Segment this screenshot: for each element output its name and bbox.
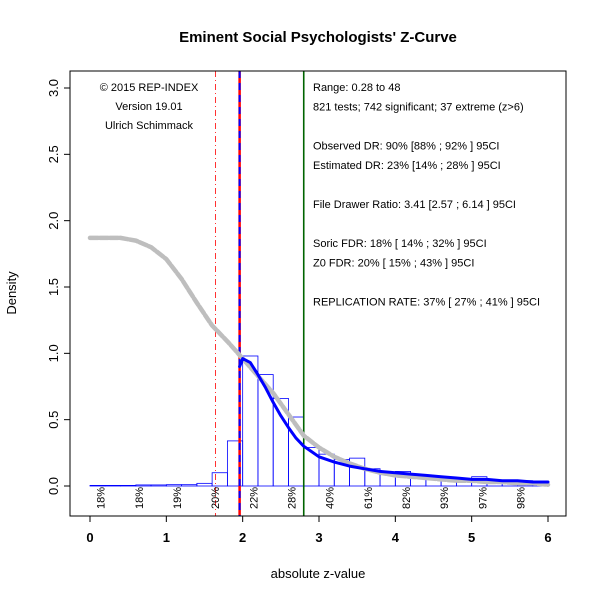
copyright-annotation: © 2015 REP-INDEX <box>100 82 199 94</box>
percent-label: 97% <box>477 487 489 509</box>
percent-label: 20% <box>210 487 222 509</box>
annotation-text: © 2015 REP-INDEX Version 19.01 Ulrich Schi… <box>100 82 540 309</box>
statistics-annotation: Estimated DR: 23% [14% ; 28% ] 95CI <box>313 160 501 172</box>
y-tick-label: 2.0 <box>46 212 61 230</box>
histogram-bar <box>104 484 121 487</box>
x-tick-label: 3 <box>315 530 322 545</box>
percent-label: 28% <box>287 487 299 509</box>
y-tick-label: 3.0 <box>46 79 61 97</box>
percent-label: 18% <box>96 487 108 509</box>
y-tick-label: 1.0 <box>46 344 61 362</box>
statistics-annotation: Soric FDR: 18% [ 14% ; 32% ] 95CI <box>313 238 487 250</box>
percent-label: 98% <box>516 487 528 509</box>
statistics-annotation: 821 tests; 742 significant; 37 extreme (… <box>313 102 524 114</box>
y-tick-label: 0.0 <box>46 477 61 495</box>
percent-label: 19% <box>172 487 184 509</box>
plot-frame <box>69 70 567 517</box>
percent-label: 82% <box>401 487 413 509</box>
vertical-reference-lines <box>215 71 305 516</box>
copyright-annotation: Ulrich Schimmack <box>105 120 194 132</box>
x-tick-label: 4 <box>392 530 400 545</box>
x-tick-label: 0 <box>86 530 93 545</box>
histogram-bar <box>211 472 228 487</box>
histogram-bar <box>89 484 106 487</box>
density-curves <box>87 235 551 487</box>
copyright-annotation: Version 19.01 <box>115 101 182 113</box>
x-tick-label: 2 <box>239 530 246 545</box>
fitted-density-curve-blue <box>238 357 550 484</box>
y-tick-label: 1.5 <box>46 278 61 296</box>
statistics-annotation: File Drawer Ratio: 3.41 [2.57 ; 6.14 ] 9… <box>313 199 516 211</box>
histogram-bar <box>165 484 182 487</box>
x-tick-label: 5 <box>468 530 475 545</box>
histogram-bar <box>181 484 198 487</box>
chart-title: Eminent Social Psychologists' Z-Curve <box>179 29 457 46</box>
histogram-bar <box>120 484 137 487</box>
statistics-annotation: Observed DR: 90% [88% ; 92% ] 95CI <box>313 141 499 153</box>
histogram-bar <box>150 484 167 487</box>
histogram-bars <box>89 355 549 487</box>
percent-label: 93% <box>439 487 451 509</box>
statistics-annotation: Z0 FDR: 20% [ 15% ; 43% ] 95CI <box>313 258 474 270</box>
histogram-bar <box>196 482 213 487</box>
statistics-annotation: REPLICATION RATE: 37% [ 27% ; 41% ] 95CI <box>313 297 540 309</box>
x-axis-label: absolute z-value <box>271 566 366 581</box>
percent-label: 22% <box>248 487 260 509</box>
histogram-bar <box>135 484 152 487</box>
percent-label: 40% <box>325 487 337 509</box>
y-axis-label: Density <box>4 271 19 315</box>
y-tick-label: 0.5 <box>46 411 61 429</box>
y-tick-label: 2.5 <box>46 145 61 163</box>
x-tick-label: 1 <box>163 530 170 545</box>
power-percent-labels: 18% 18% 19% 20% 22% 28% 40% 61% 82% 93% 97% 98% <box>96 487 528 509</box>
percent-label: 61% <box>363 487 375 509</box>
percent-label: 18% <box>134 487 146 509</box>
x-tick-label: 6 <box>544 530 551 545</box>
fitted-density-curve-gray <box>87 235 551 487</box>
statistics-annotation: Range: 0.28 to 48 <box>313 82 400 94</box>
